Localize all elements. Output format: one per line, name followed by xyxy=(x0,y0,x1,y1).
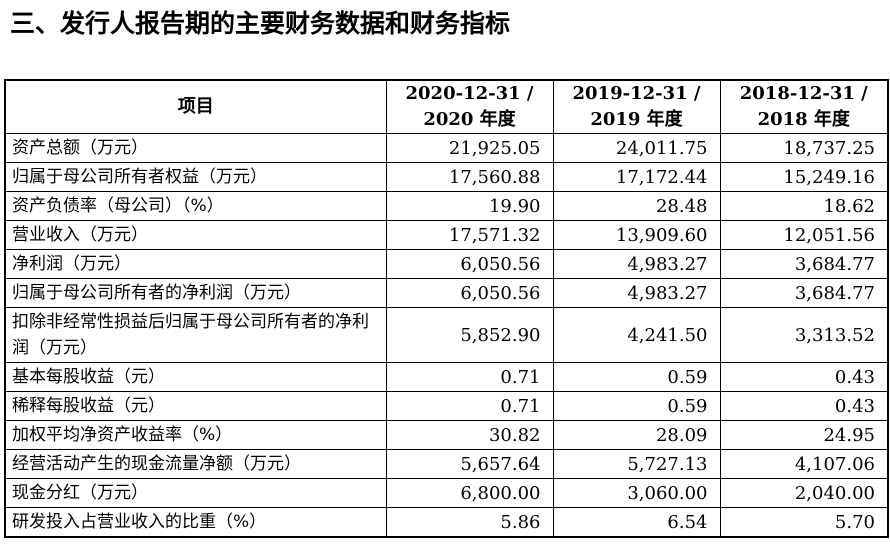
financial-data-table: 项目 2020-12-31 / 2020 年度 2019-12-31 / 201… xyxy=(4,79,889,538)
cell-value: 13,909.60 xyxy=(552,220,721,250)
header-period-2020: 2020-12-31 / 2020 年度 xyxy=(385,79,554,134)
table-row: 基本每股收益（元） 0.71 0.59 0.43 xyxy=(4,362,889,392)
row-label: 经营活动产生的现金流量净额（万元） xyxy=(4,449,387,479)
cell-value: 17,172.44 xyxy=(552,162,721,192)
cell-value: 4,983.27 xyxy=(552,278,721,308)
cell-value: 18.62 xyxy=(719,191,889,221)
header-item: 项目 xyxy=(4,79,387,134)
row-label: 归属于母公司所有者的净利润（万元） xyxy=(4,278,387,308)
header-period-date: 2020-12-31 / xyxy=(405,83,534,104)
table-row: 研发投入占营业收入的比重（%） 5.86 6.54 5.70 xyxy=(4,507,889,538)
table-row: 加权平均净资产收益率（%） 30.82 28.09 24.95 xyxy=(4,420,889,450)
header-period-2019: 2019-12-31 / 2019 年度 xyxy=(552,79,721,134)
cell-value: 12,051.56 xyxy=(719,220,889,250)
row-label: 资产总额（万元） xyxy=(4,133,387,163)
cell-value: 21,925.05 xyxy=(385,133,554,163)
cell-value: 6,050.56 xyxy=(385,278,554,308)
cell-value: 5,657.64 xyxy=(385,449,554,479)
table-row: 经营活动产生的现金流量净额（万元） 5,657.64 5,727.13 4,10… xyxy=(4,449,889,479)
header-period-year: 2018 年度 xyxy=(757,109,850,130)
table-row: 归属于母公司所有者的净利润（万元） 6,050.56 4,983.27 3,68… xyxy=(4,278,889,308)
cell-value: 30.82 xyxy=(385,420,554,450)
row-label: 营业收入（万元） xyxy=(4,220,387,250)
cell-value: 6.54 xyxy=(552,507,721,538)
section-title: 三、发行人报告期的主要财务数据和财务指标 xyxy=(10,9,511,38)
header-period-date: 2018-12-31 / xyxy=(739,83,868,104)
cell-value: 15,249.16 xyxy=(719,162,889,192)
table-row: 稀释每股收益（元） 0.71 0.59 0.43 xyxy=(4,391,889,421)
header-period-year: 2020 年度 xyxy=(423,109,516,130)
cell-value: 3,060.00 xyxy=(552,478,721,508)
table-row: 扣除非经常性损益后归属于母公司所有者的净利润（万元） 5,852.90 4,24… xyxy=(4,307,889,363)
cell-value: 0.43 xyxy=(719,391,889,421)
cell-value: 5.70 xyxy=(719,507,889,538)
cell-value: 5,727.13 xyxy=(552,449,721,479)
cell-value: 4,983.27 xyxy=(552,249,721,279)
header-period-year: 2019 年度 xyxy=(590,109,683,130)
cell-value: 24,011.75 xyxy=(552,133,721,163)
row-label: 现金分红（万元） xyxy=(4,478,387,508)
cell-value: 24.95 xyxy=(719,420,889,450)
row-label: 基本每股收益（元） xyxy=(4,362,387,392)
table-row: 资产负债率（母公司）（%） 19.90 28.48 18.62 xyxy=(4,191,889,221)
cell-value: 17,571.32 xyxy=(385,220,554,250)
table-row: 现金分红（万元） 6,800.00 3,060.00 2,040.00 xyxy=(4,478,889,508)
table-header-row: 项目 2020-12-31 / 2020 年度 2019-12-31 / 201… xyxy=(4,79,889,134)
cell-value: 0.59 xyxy=(552,391,721,421)
row-label: 扣除非经常性损益后归属于母公司所有者的净利润（万元） xyxy=(4,307,387,363)
row-label: 归属于母公司所有者权益（万元） xyxy=(4,162,387,192)
row-label: 稀释每股收益（元） xyxy=(4,391,387,421)
cell-value: 5,852.90 xyxy=(385,307,554,363)
cell-value: 3,684.77 xyxy=(719,249,889,279)
cell-value: 3,684.77 xyxy=(719,278,889,308)
table-row: 净利润（万元） 6,050.56 4,983.27 3,684.77 xyxy=(4,249,889,279)
cell-value: 6,050.56 xyxy=(385,249,554,279)
table-row: 资产总额（万元） 21,925.05 24,011.75 18,737.25 xyxy=(4,133,889,163)
cell-value: 2,040.00 xyxy=(719,478,889,508)
row-label: 加权平均净资产收益率（%） xyxy=(4,420,387,450)
cell-value: 17,560.88 xyxy=(385,162,554,192)
cell-value: 3,313.52 xyxy=(719,307,889,363)
cell-value: 0.71 xyxy=(385,362,554,392)
table-row: 营业收入（万元） 17,571.32 13,909.60 12,051.56 xyxy=(4,220,889,250)
cell-value: 6,800.00 xyxy=(385,478,554,508)
cell-value: 0.59 xyxy=(552,362,721,392)
header-period-date: 2019-12-31 / xyxy=(572,83,701,104)
cell-value: 18,737.25 xyxy=(719,133,889,163)
header-period-2018: 2018-12-31 / 2018 年度 xyxy=(719,79,889,134)
cell-value: 5.86 xyxy=(385,507,554,538)
cell-value: 19.90 xyxy=(385,191,554,221)
table-row: 归属于母公司所有者权益（万元） 17,560.88 17,172.44 15,2… xyxy=(4,162,889,192)
row-label: 研发投入占营业收入的比重（%） xyxy=(4,507,387,538)
cell-value: 0.43 xyxy=(719,362,889,392)
cell-value: 0.71 xyxy=(385,391,554,421)
row-label: 资产负债率（母公司）（%） xyxy=(4,191,387,221)
cell-value: 4,107.06 xyxy=(719,449,889,479)
row-label: 净利润（万元） xyxy=(4,249,387,279)
cell-value: 4,241.50 xyxy=(552,307,721,363)
cell-value: 28.48 xyxy=(552,191,721,221)
cell-value: 28.09 xyxy=(552,420,721,450)
